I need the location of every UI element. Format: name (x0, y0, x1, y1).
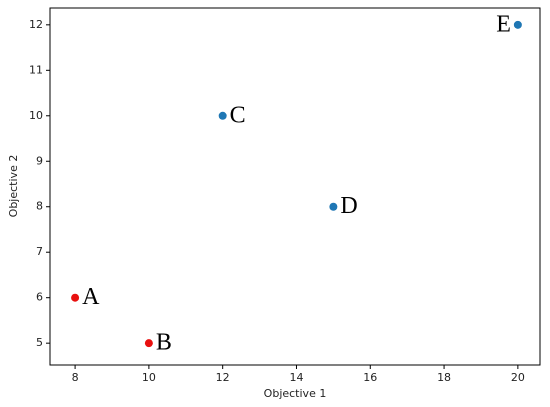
x-tick-label: 10 (142, 371, 156, 384)
y-tick-label: 6 (36, 291, 43, 304)
x-tick-label: 16 (363, 371, 377, 384)
y-tick-label: 7 (36, 245, 43, 258)
y-tick-label: 11 (29, 63, 43, 76)
x-tick-label: 14 (289, 371, 303, 384)
y-tick-label: 9 (36, 154, 43, 167)
point-label: C (230, 102, 246, 128)
x-axis-label: Objective 1 (264, 387, 327, 400)
point-label: E (496, 11, 511, 37)
plot-frame (49, 7, 541, 366)
y-axis-label: Objective 2 (7, 155, 20, 218)
point-label: A (82, 284, 100, 310)
x-tick-label: 18 (437, 371, 451, 384)
point-label: D (340, 193, 357, 219)
y-tick-label: 10 (29, 109, 43, 122)
point (513, 20, 522, 29)
point (218, 111, 227, 120)
y-tick-label: 5 (36, 336, 43, 349)
point (71, 293, 80, 302)
x-tick-label: 12 (216, 371, 230, 384)
x-tick-label: 8 (72, 371, 79, 384)
y-tick-label: 12 (29, 18, 43, 31)
y-tick-label: 8 (36, 200, 43, 213)
point-label: B (156, 330, 172, 356)
point (144, 339, 153, 348)
point (329, 202, 338, 211)
x-tick-label: 20 (511, 371, 525, 384)
